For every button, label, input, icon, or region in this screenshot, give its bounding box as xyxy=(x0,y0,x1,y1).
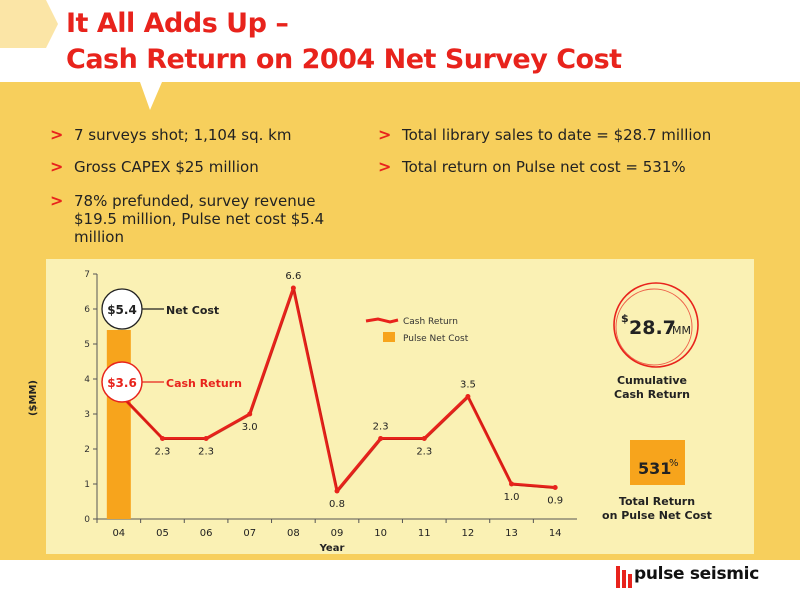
data-label: 6.6 xyxy=(285,271,301,282)
y-tick-label: 6 xyxy=(84,305,90,315)
bullet-text: 7 surveys shot; 1,104 sq. km xyxy=(74,126,292,144)
total-return-box xyxy=(630,440,685,485)
cumulative-value-prefix: $ xyxy=(621,312,629,325)
y-tick-label: 3 xyxy=(84,410,90,420)
cash-return-series-shadow xyxy=(119,287,557,494)
x-tick-label: 13 xyxy=(505,528,518,539)
y-tick-label: 2 xyxy=(84,445,90,455)
x-tick-label: 08 xyxy=(287,528,300,539)
pulse-logo-icon xyxy=(616,566,632,588)
total-return-label-line1: Total Return xyxy=(619,495,695,508)
cash-return-annotation: $3.6 Cash Return xyxy=(101,361,242,403)
cash-return-point xyxy=(290,285,296,291)
x-tick-label: 05 xyxy=(156,528,169,539)
bullet-left-1: > 7 surveys shot; 1,104 sq. km xyxy=(50,126,364,145)
total-return-callout: 531 % Total Return on Pulse Net Cost xyxy=(602,440,712,522)
data-label: 2.3 xyxy=(198,447,214,458)
data-label: 2.3 xyxy=(373,422,389,433)
bullet-right-1: > Total library sales to date = $28.7 mi… xyxy=(378,126,782,145)
cash-return-point xyxy=(247,411,253,417)
data-label: 1.0 xyxy=(504,492,520,503)
y-tick-label: 0 xyxy=(84,515,90,525)
bullet-left-2: > Gross CAPEX $25 million xyxy=(50,158,364,177)
bullet-text: Total library sales to date = $28.7 mill… xyxy=(402,126,712,144)
data-label: 2.3 xyxy=(416,447,432,458)
cash-return-point xyxy=(465,394,471,399)
legend-swatch-net-cost xyxy=(383,332,395,342)
data-label: 2.3 xyxy=(155,447,171,458)
x-tick-label: 12 xyxy=(462,528,475,539)
cash-return-point xyxy=(421,436,427,441)
cash-return-point xyxy=(334,488,340,494)
cash-return-point xyxy=(509,481,515,487)
cash-return-label: Cash Return xyxy=(166,377,242,390)
net-cost-annotation: $5.4 Net Cost xyxy=(101,288,219,330)
brand-logo-text: pulse seismic xyxy=(634,564,759,584)
chart-legend: Cash Return Pulse Net Cost xyxy=(365,317,469,344)
cumulative-value: 28.7 xyxy=(629,317,676,339)
cumulative-unit: MM xyxy=(672,324,691,337)
bullet-arrow-icon: > xyxy=(50,125,64,144)
y-tick-label: 1 xyxy=(84,480,90,490)
cumulative-ring-outer xyxy=(613,282,699,368)
chart-bars xyxy=(106,330,131,519)
total-return-unit: % xyxy=(669,458,679,469)
cash-return-point xyxy=(378,436,384,441)
cash-return-point xyxy=(159,436,165,441)
bullet-arrow-icon: > xyxy=(378,125,392,144)
cumulative-label-line1: Cumulative xyxy=(617,374,687,387)
net-cost-label: Net Cost xyxy=(166,304,219,317)
cumulative-callout: $ 28.7 MM Cumulative Cash Return xyxy=(613,282,699,401)
x-tick-label: 06 xyxy=(200,528,213,539)
legend-label-cash-return: Cash Return xyxy=(403,317,458,327)
data-label: 0.8 xyxy=(329,499,345,510)
total-return-label-line2: on Pulse Net Cost xyxy=(602,509,712,522)
chart-panel xyxy=(46,259,754,554)
footer-band xyxy=(0,560,800,600)
y-tick-label: 7 xyxy=(84,270,90,280)
cash-return-point xyxy=(552,485,558,490)
bullet-arrow-icon: > xyxy=(50,191,64,210)
x-tick-label: 09 xyxy=(331,528,344,539)
x-tick-label: 14 xyxy=(549,528,562,539)
data-label: 3.0 xyxy=(242,422,258,433)
total-return-value: 531 xyxy=(638,459,671,478)
x-tick-label: 07 xyxy=(243,528,256,539)
slide-title-line2: Cash Return on 2004 Net Survey Cost xyxy=(66,44,622,75)
bullet-text: 78% prefunded, survey revenue $19.5 mill… xyxy=(74,192,325,246)
cash-return-circle xyxy=(101,361,143,403)
data-label: 0.9 xyxy=(547,496,563,507)
title-speech-bubble xyxy=(0,0,800,110)
y-tick-label: 4 xyxy=(84,375,90,385)
legend-swatch-cash-return xyxy=(365,317,399,324)
chart-line xyxy=(116,285,558,494)
net-cost-value: $5.4 xyxy=(107,303,137,317)
bullet-arrow-icon: > xyxy=(378,157,392,176)
x-tick-label: 10 xyxy=(374,528,387,539)
cash-return-value: $3.6 xyxy=(107,376,137,390)
bar-net-cost xyxy=(106,330,131,519)
corner-arrow-shape xyxy=(0,0,58,48)
y-axis-label: ($MM) xyxy=(28,380,39,416)
x-tick-label: 04 xyxy=(112,528,125,539)
bullet-text: Gross CAPEX $25 million xyxy=(74,158,259,176)
bullet-text: Total return on Pulse net cost = 531% xyxy=(402,158,686,176)
cumulative-label-line2: Cash Return xyxy=(614,388,690,401)
cumulative-ring-inner xyxy=(615,288,693,366)
cash-return-point xyxy=(203,436,209,441)
x-tick-label: 11 xyxy=(418,528,431,539)
data-label: 3.5 xyxy=(460,380,476,391)
bullet-arrow-icon: > xyxy=(50,157,64,176)
bullet-left-3: > 78% prefunded, survey revenue $19.5 mi… xyxy=(50,192,346,247)
y-tick-label: 5 xyxy=(84,340,90,350)
bullet-right-2: > Total return on Pulse net cost = 531% xyxy=(378,158,782,177)
x-axis-label: Year xyxy=(319,543,345,554)
legend-label-net-cost: Pulse Net Cost xyxy=(403,334,469,344)
net-cost-circle xyxy=(101,288,143,330)
slide-title-line1: It All Adds Up – xyxy=(66,8,289,39)
chart-data-labels: 2.3 2.3 3.0 6.6 0.8 2.3 2.3 3.5 1.0 0.9 xyxy=(155,271,564,510)
